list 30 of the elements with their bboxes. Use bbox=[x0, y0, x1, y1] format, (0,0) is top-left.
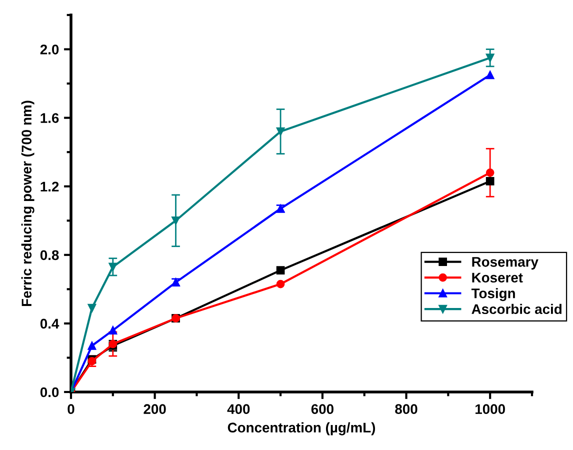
y-tick-label: 1.2 bbox=[40, 182, 59, 192]
point bbox=[88, 342, 96, 350]
point bbox=[276, 280, 285, 288]
point bbox=[486, 54, 494, 62]
y-tick-label: 0.0 bbox=[40, 387, 59, 398]
point bbox=[172, 216, 180, 225]
point bbox=[108, 262, 118, 272]
legend-label: Tosign bbox=[471, 288, 515, 302]
x-tick-label: 0 bbox=[68, 404, 74, 414]
x-tick-label: 800 bbox=[395, 404, 418, 414]
x-tick-label: 600 bbox=[311, 404, 334, 414]
point bbox=[486, 168, 494, 177]
x-tick-label: 200 bbox=[144, 404, 166, 414]
y-axis-title: Ferric reducing power (700 nm) bbox=[21, 100, 34, 306]
point bbox=[108, 326, 118, 334]
x-tick-label: 1000 bbox=[476, 404, 505, 414]
x-tick-label: 400 bbox=[227, 404, 250, 414]
x-axis-title: Concentration (µg/mL) bbox=[228, 422, 376, 436]
point bbox=[486, 177, 494, 186]
point bbox=[276, 266, 285, 274]
legend-label: Rosemary bbox=[472, 257, 538, 270]
point bbox=[88, 304, 96, 312]
legend-label: Koseret bbox=[472, 272, 523, 283]
y-tick-label: 0.8 bbox=[40, 250, 59, 260]
point bbox=[486, 70, 494, 80]
point bbox=[276, 127, 285, 136]
legend-label: Ascorbic acid bbox=[472, 304, 562, 314]
y-tick-label: 2.0 bbox=[40, 44, 59, 54]
y-tick-label: 1.6 bbox=[40, 113, 59, 123]
y-tick-label: 0.4 bbox=[40, 318, 60, 329]
